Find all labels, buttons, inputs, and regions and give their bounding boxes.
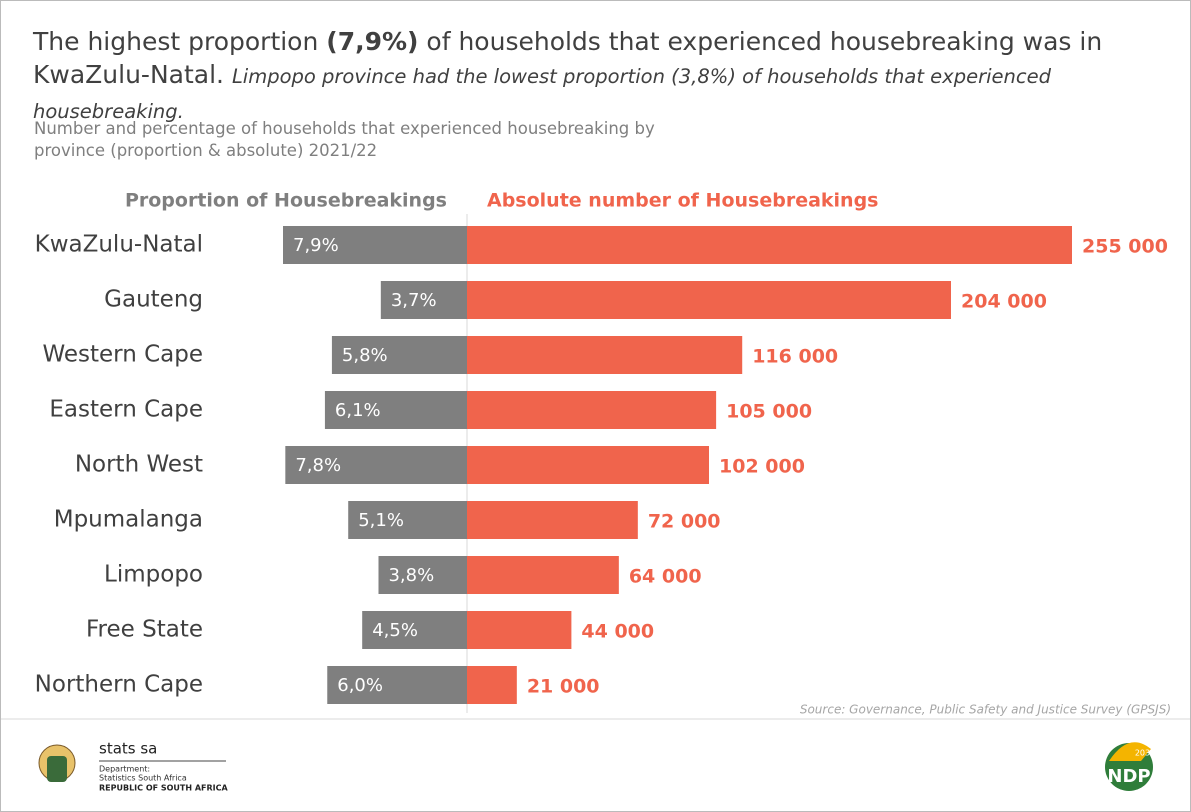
headline-text: The highest proportion — [33, 27, 327, 56]
value-label: 4,5% — [372, 620, 418, 641]
bar — [467, 391, 717, 429]
bar — [327, 666, 467, 704]
value-label: 7,8% — [295, 455, 341, 476]
ndp-logo: 2030 NDP — [1105, 742, 1155, 791]
logo-text: Statistics South Africa — [99, 774, 187, 783]
ndp-year: 2030 — [1135, 749, 1155, 758]
value-label: 64 000 — [629, 566, 702, 588]
category-label: Limpopo — [104, 562, 203, 588]
headline-text: of households that experienced housebrea… — [33, 27, 1103, 89]
logo-text: stats sa — [99, 740, 157, 758]
bar — [380, 281, 467, 319]
category-label: Gauteng — [104, 287, 203, 313]
bar — [467, 556, 619, 594]
stats-sa-logo: stats sa Department: Statistics South Af… — [38, 740, 229, 793]
category-label: Eastern Cape — [49, 397, 203, 423]
bar — [467, 501, 638, 539]
bar — [467, 611, 572, 649]
bar — [324, 391, 467, 429]
category-label: North West — [75, 452, 203, 478]
value-label: 7,9% — [293, 235, 339, 256]
value-label: 5,8% — [342, 345, 388, 366]
value-label: 204 000 — [961, 291, 1047, 313]
bar — [467, 336, 743, 374]
source: Source: Governance, Public Safety and Ju… — [800, 703, 1171, 717]
value-label: 3,7% — [391, 290, 437, 311]
value-label: 21 000 — [527, 676, 600, 698]
category-label: Free State — [86, 617, 203, 643]
value-label: 102 000 — [719, 456, 805, 478]
bar — [362, 611, 467, 649]
ndp-text: NDP — [1107, 766, 1150, 787]
category-label: Western Cape — [42, 342, 203, 368]
value-label: 44 000 — [581, 621, 654, 643]
headline: The highest proportion (7,9%) of househo… — [33, 25, 1173, 128]
logo-text: REPUBLIC OF SOUTH AFRICA — [99, 784, 229, 793]
bar — [467, 446, 709, 484]
value-label: 6,1% — [335, 400, 381, 421]
category-label: Northern Cape — [35, 672, 203, 698]
value-label: 116 000 — [752, 346, 838, 368]
headline-highlight: (7,9%) — [326, 27, 419, 56]
bar — [378, 556, 467, 594]
value-label: 255 000 — [1082, 236, 1168, 258]
bar — [331, 336, 467, 374]
emblem-shield — [47, 756, 67, 782]
value-label: 5,1% — [358, 510, 404, 531]
bar — [348, 501, 467, 539]
logo-text: Department: — [99, 765, 150, 774]
value-label: 3,8% — [388, 565, 434, 586]
bar — [467, 281, 951, 319]
value-label: 6,0% — [337, 675, 383, 696]
legend-label: Proportion of Housebreakings — [125, 190, 447, 212]
category-label: KwaZulu-Natal — [35, 232, 203, 258]
subtitle: Number and percentage of households that… — [34, 119, 655, 160]
ndp-flag — [1109, 742, 1151, 761]
bar — [283, 226, 467, 264]
bar — [467, 226, 1072, 264]
bar — [285, 446, 467, 484]
category-label: Mpumalanga — [54, 507, 203, 533]
value-label: 105 000 — [726, 401, 812, 423]
bar — [467, 666, 517, 704]
value-label: 72 000 — [648, 511, 721, 533]
legend-label: Absolute number of Housebreakings — [487, 190, 879, 212]
headline-note: Limpopo province had the lowest proporti… — [33, 65, 1051, 123]
